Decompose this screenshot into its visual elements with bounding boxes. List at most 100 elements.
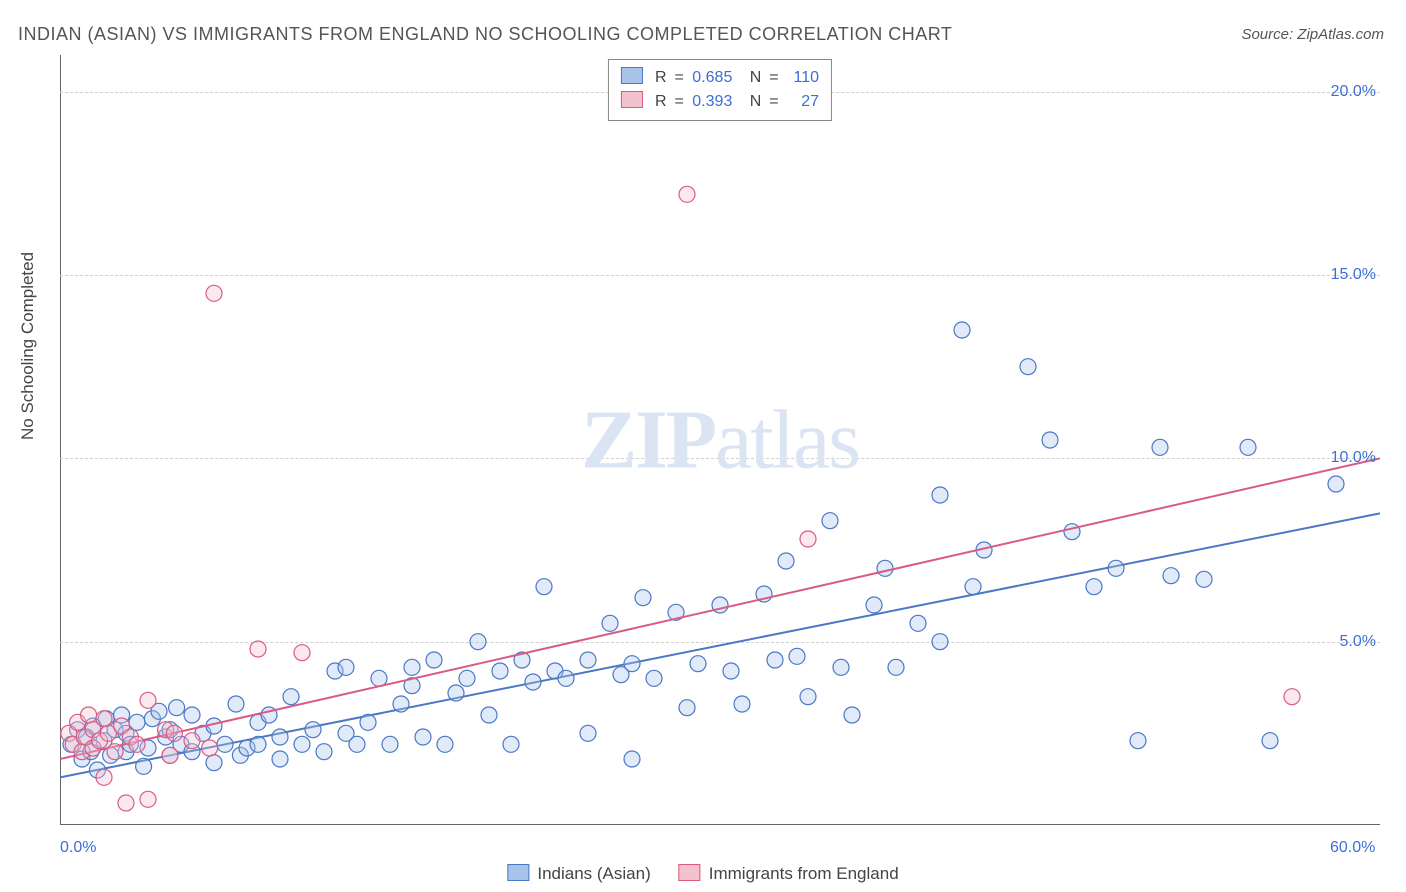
data-point	[778, 553, 794, 569]
data-point	[162, 747, 178, 763]
data-point	[1262, 733, 1278, 749]
data-point	[756, 586, 772, 602]
data-point	[382, 736, 398, 752]
data-point	[140, 740, 156, 756]
y-axis-line	[60, 55, 61, 825]
x-tick-label: 0.0%	[60, 839, 96, 857]
data-point	[140, 791, 156, 807]
data-point	[107, 722, 123, 738]
data-point	[184, 733, 200, 749]
data-point	[338, 659, 354, 675]
data-point	[250, 641, 266, 657]
data-point	[712, 597, 728, 613]
data-point	[272, 751, 288, 767]
data-point	[624, 751, 640, 767]
legend-item: Immigrants from England	[679, 864, 899, 884]
x-axis-line	[60, 824, 1380, 825]
data-point	[822, 513, 838, 529]
data-point	[103, 747, 119, 763]
data-point	[426, 652, 442, 668]
equals-sign: =	[675, 93, 684, 110]
y-tick-label: 15.0%	[1331, 266, 1376, 284]
data-point	[98, 711, 114, 727]
data-point	[1163, 568, 1179, 584]
data-point	[1130, 733, 1146, 749]
data-point	[85, 718, 101, 734]
legend-series-label: Indians (Asian)	[537, 864, 650, 883]
data-point	[481, 707, 497, 723]
legend-n-value: 110	[787, 66, 819, 90]
data-point	[404, 678, 420, 694]
data-point	[70, 722, 86, 738]
data-point	[74, 751, 90, 767]
data-point	[723, 663, 739, 679]
data-point	[1108, 560, 1124, 576]
data-point	[459, 670, 475, 686]
regression-line	[60, 513, 1380, 777]
data-point	[78, 729, 94, 745]
data-point	[1042, 432, 1058, 448]
data-point	[158, 729, 174, 745]
data-point	[679, 186, 695, 202]
chart-svg	[60, 55, 1380, 825]
data-point	[954, 322, 970, 338]
data-point	[437, 736, 453, 752]
legend-item: Indians (Asian)	[507, 864, 650, 884]
data-point	[789, 648, 805, 664]
data-point	[114, 718, 130, 734]
data-point	[305, 722, 321, 738]
data-point	[85, 740, 101, 756]
gridline	[60, 275, 1380, 276]
legend-r-value: 0.685	[692, 69, 732, 86]
data-point	[228, 696, 244, 712]
data-point	[129, 714, 145, 730]
legend-r-label: R	[655, 93, 667, 110]
data-point	[206, 285, 222, 301]
data-point	[360, 714, 376, 730]
data-point	[169, 700, 185, 716]
y-tick-label: 10.0%	[1331, 449, 1376, 467]
data-point	[668, 604, 684, 620]
data-point	[114, 707, 130, 723]
data-point	[536, 579, 552, 595]
data-point	[613, 667, 629, 683]
data-point	[83, 744, 99, 760]
data-point	[162, 747, 178, 763]
plot-area: ZIPatlas R= 0.685 N= 110R= 0.393 N= 27	[60, 55, 1380, 825]
data-point	[327, 663, 343, 679]
data-point	[349, 736, 365, 752]
gridline	[60, 458, 1380, 459]
data-point	[283, 689, 299, 705]
data-point	[338, 725, 354, 741]
data-point	[76, 729, 92, 745]
data-point	[294, 736, 310, 752]
data-point	[206, 718, 222, 734]
data-point	[1152, 439, 1168, 455]
legend-series-label: Immigrants from England	[709, 864, 899, 883]
legend-swatch	[507, 864, 529, 881]
data-point	[525, 674, 541, 690]
data-point	[65, 736, 81, 752]
data-point	[195, 725, 211, 741]
data-point	[136, 758, 152, 774]
gridline	[60, 642, 1380, 643]
data-point	[888, 659, 904, 675]
data-point	[800, 689, 816, 705]
data-point	[92, 733, 108, 749]
data-point	[624, 656, 640, 672]
data-point	[184, 744, 200, 760]
data-point	[404, 659, 420, 675]
data-point	[158, 722, 174, 738]
source-label: Source: ZipAtlas.com	[1241, 26, 1384, 43]
data-point	[96, 711, 112, 727]
legend-row: R= 0.685 N= 110	[621, 66, 819, 90]
data-point	[492, 663, 508, 679]
data-point	[151, 703, 167, 719]
data-point	[602, 615, 618, 631]
y-tick-label: 20.0%	[1331, 83, 1376, 101]
data-point	[144, 711, 160, 727]
equals-sign: =	[769, 93, 778, 110]
chart-title: INDIAN (ASIAN) VS IMMIGRANTS FROM ENGLAN…	[18, 24, 952, 45]
data-point	[118, 795, 134, 811]
data-point	[272, 729, 288, 745]
